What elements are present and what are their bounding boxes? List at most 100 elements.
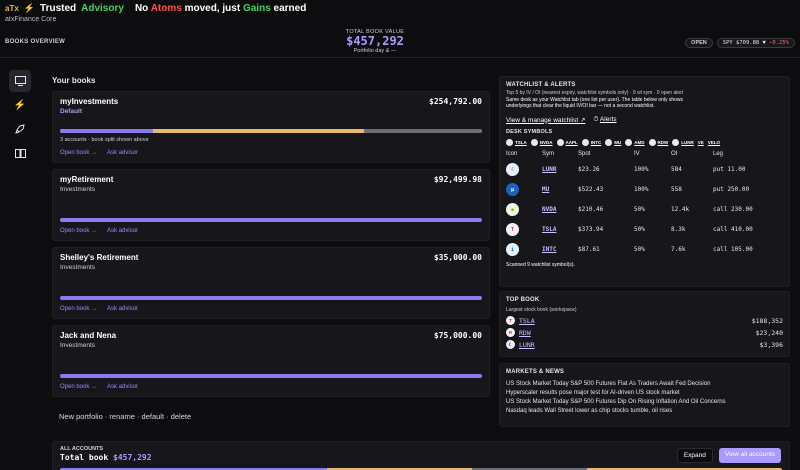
row-spot: $210.46	[578, 206, 604, 213]
desk-symbol-chip[interactable]: NVDA	[530, 138, 553, 146]
desk-symbol-chip[interactable]: LUNR	[672, 138, 694, 146]
total-book-value: $457,292	[113, 453, 152, 462]
desk-symbol-chip[interactable]: VE	[698, 139, 704, 146]
top-book-value: $188,352	[751, 316, 783, 325]
row-oi: 12.4k	[671, 206, 690, 213]
clock-icon: ⏱	[593, 115, 599, 123]
monitor-icon[interactable]	[9, 70, 31, 92]
news-item[interactable]: Nasdaq leads Wall Street lower as chip s…	[506, 408, 673, 414]
ask-advisor-link[interactable]: Ask advisor	[107, 384, 139, 390]
open-book-link[interactable]: Open book →	[60, 150, 98, 156]
book-icon[interactable]	[9, 142, 31, 164]
open-book-link[interactable]: Open book →	[60, 306, 98, 312]
row-iv: 50%	[634, 206, 645, 213]
ask-advisor-link[interactable]: Ask advisor	[107, 150, 139, 156]
row-spot: $373.94	[578, 226, 604, 233]
open-book-link[interactable]: Open book →	[60, 384, 98, 390]
table-row[interactable]: T TSLA $373.94 50% 8.3k call 410.00	[506, 220, 783, 240]
column-header: Spot	[578, 150, 591, 157]
rocket-icon[interactable]	[9, 118, 31, 140]
watchlist-line2: Same desk as your Watchlist tab (one lis…	[506, 96, 684, 103]
split-segment	[60, 296, 482, 300]
book-card[interactable]: myInvestments $254,792.00 Default 3 acco…	[52, 91, 490, 163]
brand-trusted: Trusted	[40, 3, 77, 14]
desk-symbol-chip[interactable]: RDW	[648, 138, 668, 146]
open-book-link[interactable]: Open book →	[60, 228, 98, 234]
desk-symbol-label: AMD	[634, 139, 645, 145]
top-book-row[interactable]: ☾ LUNR $3,396	[506, 340, 783, 350]
spy-ticker[interactable]: SPY $709.88 ▼ −0.25%	[716, 38, 795, 48]
expand-button[interactable]: Expand	[676, 448, 713, 463]
ask-advisor-link[interactable]: Ask advisor	[107, 306, 139, 312]
all-accounts-panel: ALL ACCOUNTS Total book $457,292 Expand …	[52, 441, 790, 470]
book-value: $35,000.00	[433, 253, 482, 262]
table-row[interactable]: ◉ NVDA $210.46 50% 12.4k call 230.00	[506, 200, 783, 220]
row-iv: 100%	[634, 186, 649, 193]
row-oi: 7.6k	[671, 246, 686, 253]
book-card[interactable]: Shelley's Retirement $35,000.00 Investme…	[52, 247, 490, 319]
all-accounts-caption: ALL ACCOUNTS	[60, 446, 104, 452]
top-book-value: $23,240	[755, 328, 783, 337]
portfolio-actions[interactable]: New portfolio · rename · default · delet…	[59, 412, 192, 421]
view-all-accounts-button[interactable]: View all accounts	[718, 448, 781, 463]
book-value: $254,792.00	[429, 97, 482, 106]
spy-label: SPY $709.88 ▼	[722, 40, 766, 46]
book-name: myInvestments	[60, 97, 119, 106]
symbol-logo-icon	[556, 138, 564, 146]
top-book-symbol[interactable]: RDW	[519, 328, 531, 337]
brand-logo[interactable]: aTx	[5, 4, 19, 13]
news-item[interactable]: US Stock Market Today S&P 500 Futures Fl…	[506, 381, 711, 387]
manage-watchlist-link[interactable]: View & manage watchlist ↗	[506, 116, 586, 124]
all-accounts-split-bar	[60, 468, 782, 470]
row-iv: 100%	[634, 166, 649, 173]
desk-symbol-chip[interactable]: VELO	[708, 139, 720, 146]
row-leg: call 230.00	[713, 206, 753, 213]
row-symbol[interactable]: NVDA	[542, 206, 557, 213]
row-symbol[interactable]: INTC	[542, 246, 557, 253]
desk-symbol-chip[interactable]: AAPL	[556, 138, 578, 146]
top-book-symbol[interactable]: TSLA	[519, 316, 535, 325]
top-book-row[interactable]: R RDW $23,240	[506, 328, 783, 338]
top-banner: aTx ⚡ Trusted Advisory No Atoms moved, j…	[0, 0, 800, 30]
book-split-bar	[60, 374, 482, 378]
ask-advisor-link[interactable]: Ask advisor	[107, 228, 139, 234]
desk-symbol-chip[interactable]: TSLA	[506, 138, 527, 146]
row-iv: 50%	[634, 246, 645, 253]
book-card[interactable]: Jack and Nena $75,000.00 Investments Ope…	[52, 325, 490, 397]
table-row[interactable]: μ MU $522.43 100% 558 put 250.00	[506, 180, 783, 200]
split-segment	[60, 218, 482, 222]
top-book-row[interactable]: T TSLA $188,352	[506, 316, 783, 326]
table-row[interactable]: i INTC $87.61 50% 7.6k call 105.00	[506, 240, 783, 260]
row-symbol[interactable]: MU	[542, 186, 550, 193]
news-item[interactable]: Hyperscaler results pose major test for …	[506, 390, 680, 396]
column-header: Icon	[506, 150, 518, 157]
table-header-row: Icon Sym Spot IV OI Leg	[506, 151, 783, 160]
alerts-link[interactable]: ⏱ Alerts	[593, 116, 616, 124]
top-book-symbol[interactable]: LUNR	[519, 340, 535, 349]
desk-symbol-chip[interactable]: INTC	[581, 138, 601, 146]
spy-change: −0.25%	[769, 40, 789, 46]
desk-symbol-label: VE	[697, 139, 704, 145]
column-header: Sym	[542, 150, 554, 157]
split-segment	[327, 468, 472, 470]
total-value-caption: TOTAL BOOK VALUE	[345, 29, 405, 35]
split-segment	[60, 374, 482, 378]
brand-advisory: Advisory	[81, 3, 124, 14]
desk-symbol-chip[interactable]: AMD	[625, 138, 645, 146]
bolt-icon[interactable]: ⚡	[13, 99, 27, 111]
book-value: $75,000.00	[433, 331, 482, 340]
row-symbol[interactable]: TSLA	[542, 226, 557, 233]
book-card[interactable]: myRetirement $92,499.98 Investments Open…	[52, 169, 490, 241]
overview-label: BOOKS OVERVIEW	[5, 39, 66, 45]
split-segment	[363, 129, 482, 133]
book-name: Jack and Nena	[60, 331, 117, 340]
table-row[interactable]: ☾ LUNR $23.26 100% 584 put 11.00	[506, 160, 783, 180]
alerts-label: Alerts	[599, 115, 617, 123]
split-segment	[471, 468, 588, 470]
row-symbol[interactable]: LUNR	[542, 166, 557, 173]
desk-symbol-chip[interactable]: MU	[605, 138, 621, 146]
news-item[interactable]: US Stock Market Today S&P 500 Futures Di…	[506, 399, 726, 405]
row-oi: 558	[671, 186, 682, 193]
watchlist-line1: Top 5 by IV / OI (nearest expiry, watchl…	[506, 90, 684, 96]
row-spot: $23.26	[578, 166, 600, 173]
